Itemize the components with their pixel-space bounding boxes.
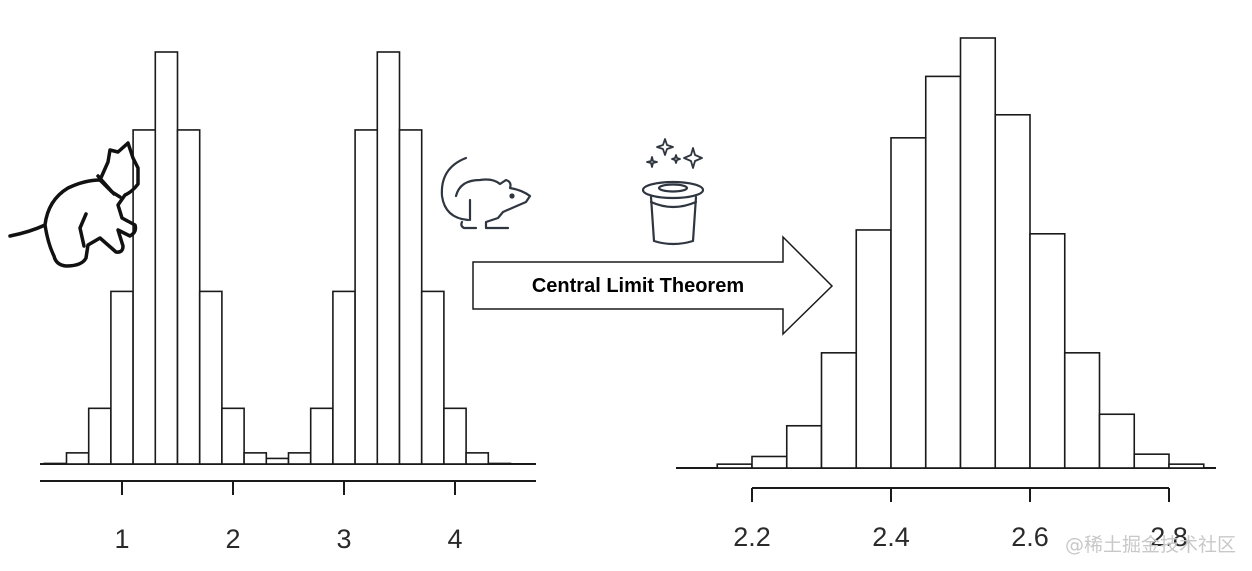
histogram-bar xyxy=(465,452,490,465)
histogram-bar xyxy=(1168,463,1205,469)
histogram-bar xyxy=(398,129,423,465)
histogram-bar xyxy=(176,129,201,465)
x-tick-label: 3 xyxy=(336,524,351,554)
arrow-label: Central Limit Theorem xyxy=(532,275,744,297)
x-tick-label: 2.2 xyxy=(733,522,771,552)
histogram-bar xyxy=(87,407,112,465)
histogram-bar xyxy=(376,51,401,465)
cat-icon xyxy=(8,141,140,268)
histogram-bar xyxy=(265,457,290,465)
histogram-bar xyxy=(154,51,179,465)
histogram-bar xyxy=(221,407,245,465)
histogram-bar xyxy=(65,452,90,465)
histogram-bar xyxy=(110,290,134,465)
watermark: @稀土掘金技术社区 xyxy=(1064,534,1236,556)
histogram-bar xyxy=(716,463,753,469)
histogram-bar xyxy=(820,352,858,469)
histogram-bar xyxy=(751,455,788,469)
clt-arrow: Central Limit Theorem xyxy=(472,235,834,336)
mouse-icon xyxy=(440,156,532,230)
histogram-bar xyxy=(924,75,962,469)
histogram-bar xyxy=(994,113,1031,469)
histogram-bar xyxy=(487,462,512,465)
histogram-bar xyxy=(855,229,892,469)
histogram-bar xyxy=(420,290,445,465)
histogram-bar xyxy=(198,290,223,465)
x-tick-label: 2.4 xyxy=(872,522,910,552)
histogram-bar xyxy=(1063,352,1101,469)
histogram-bar xyxy=(1029,233,1066,469)
x-tick-label: 2.6 xyxy=(1011,522,1049,552)
x-tick-label: 2 xyxy=(225,524,240,554)
normal-histogram: 2.2 2.4 2.6 2.8 xyxy=(676,37,1216,552)
sparkles-icon xyxy=(646,138,703,169)
x-tick-label: 1 xyxy=(114,524,129,554)
histogram-bar xyxy=(443,407,467,465)
x-tick-label: 2.8 xyxy=(1150,522,1188,552)
histogram-bar xyxy=(332,290,356,465)
histogram-bar xyxy=(287,452,312,465)
histogram-bar xyxy=(43,462,68,465)
histogram-bar xyxy=(309,407,334,465)
histogram-bar xyxy=(959,37,997,469)
histogram-bar xyxy=(1098,413,1136,469)
histogram-bar xyxy=(354,129,379,465)
bimodal-histogram: 1 2 3 4 xyxy=(40,51,536,554)
histogram-bar xyxy=(1133,453,1170,469)
histogram-bar xyxy=(890,137,927,469)
histogram-bar xyxy=(243,452,268,465)
histogram-bar xyxy=(785,424,823,469)
magic-hat-icon xyxy=(641,180,705,246)
x-tick-label: 4 xyxy=(447,524,462,554)
